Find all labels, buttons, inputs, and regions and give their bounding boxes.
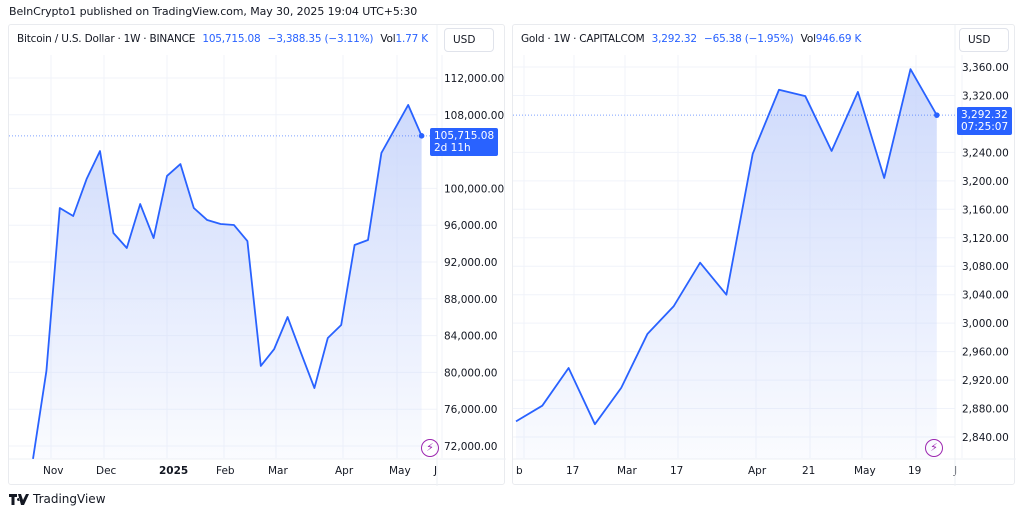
currency-button[interactable]: USD (959, 28, 1009, 52)
last-price: 3,292.32 (651, 33, 697, 45)
countdown: 2d 11h (434, 142, 471, 154)
y-tick-label: 92,000.00 (444, 257, 497, 269)
exchange: CAPITALCOM (579, 33, 645, 45)
x-tick-label: Mar (268, 465, 288, 477)
y-tick-label: 2,880.00 (962, 404, 1009, 416)
y-tick-label: 3,040.00 (962, 290, 1009, 302)
x-tick-label: May (389, 465, 411, 477)
last-price: 105,715.08 (202, 33, 261, 45)
volume-label: Vol (800, 33, 816, 45)
last-price-dot (418, 133, 425, 139)
gold-chart-panel[interactable]: 3,360.00 3,320.00 3,240.00 3,200.00 3,160.00… (512, 24, 1016, 486)
y-tick-label: 76,000.00 (444, 404, 497, 416)
bitcoin-chart-panel[interactable]: 112,000.00 108,000.00 100,000.00 96,000.00 9… (8, 24, 506, 486)
tradingview-logo[interactable]: TradingView (9, 492, 106, 506)
x-tick-label: Dec (96, 465, 117, 477)
y-tick-label: 96,000.00 (444, 220, 497, 232)
x-tick-label: Nov (43, 465, 64, 477)
bitcoin-chart-plot[interactable]: 112,000.00 108,000.00 100,000.00 96,000.00 9… (9, 25, 506, 486)
y-tick-label: 3,160.00 (962, 204, 1009, 216)
tradingview-logo-icon (9, 493, 29, 505)
y-tick-label: 3,080.00 (962, 261, 1009, 273)
lightning-event-icon[interactable]: ⚡ (925, 439, 943, 457)
x-tick-label: 21 (802, 465, 815, 477)
y-tick-label: 2,920.00 (962, 375, 1009, 387)
y-tick-label: 3,120.00 (962, 233, 1009, 245)
price-line[interactable] (515, 68, 938, 426)
x-tick-label: Apr (748, 465, 767, 477)
y-tick-label: 100,000.00 (444, 183, 504, 195)
x-tick-label: Feb (216, 465, 235, 477)
last-price-tag: 3,292.32 07:25:07 (957, 107, 1013, 135)
y-tick-label: 3,240.00 (962, 147, 1009, 159)
y-tick-label: 84,000.00 (444, 331, 497, 343)
area-fill (33, 104, 422, 460)
x-tick-label: 2025 (159, 465, 188, 477)
y-tick-label: 112,000.00 (444, 73, 504, 85)
gold-chart-plot[interactable]: 3,360.00 3,320.00 3,240.00 3,200.00 3,160.00… (513, 25, 1016, 486)
last-price-tag-value: 3,292.32 (961, 109, 1008, 121)
x-tick-label: J (433, 465, 437, 477)
currency-button[interactable]: USD (444, 28, 494, 52)
y-tick-label: 2,960.00 (962, 347, 1009, 359)
exchange: BINANCE (149, 33, 196, 45)
area-fill (516, 69, 937, 459)
x-tick-label: 17 (566, 465, 579, 477)
y-tick-label: 3,200.00 (962, 176, 1009, 188)
y-tick-label: 72,000.00 (444, 441, 497, 453)
tradingview-brand: TradingView (33, 492, 106, 506)
last-price-dot (934, 112, 940, 118)
x-tick-label: Apr (335, 465, 354, 477)
x-tick-label: b (516, 465, 523, 477)
published-info: BeInCrypto1 published on TradingView.com… (9, 5, 418, 18)
interval[interactable]: 1W (553, 33, 571, 45)
interval[interactable]: 1W (123, 33, 141, 45)
volume-value: 946.69 K (815, 33, 862, 45)
x-tick-label: 19 (908, 465, 921, 477)
price-change: −3,388.35 (−3.11%) (267, 33, 374, 45)
y-tick-label: 3,000.00 (962, 318, 1009, 330)
countdown: 07:25:07 (961, 121, 1009, 133)
price-line[interactable] (32, 104, 423, 460)
last-price-tag: 105,715.08 2d 11h (430, 128, 499, 156)
price-change: −65.38 (−1.95%) (703, 33, 794, 45)
y-tick-label: 80,000.00 (444, 367, 497, 379)
bitcoin-legend: Bitcoin / U.S. Dollar · 1W · BINANCE 105,715… (17, 33, 428, 45)
volume-value: 1.77 K (395, 33, 429, 45)
y-tick-label: 2,840.00 (962, 432, 1009, 444)
x-tick-label: Mar (617, 465, 637, 477)
y-tick-label: 3,320.00 (962, 90, 1009, 102)
x-tick-label: 17 (670, 465, 683, 477)
volume-label: Vol (380, 33, 396, 45)
last-price-tag-value: 105,715.08 (434, 130, 495, 142)
x-tick-label: May (854, 465, 876, 477)
symbol-name[interactable]: Gold (521, 33, 545, 45)
lightning-event-icon[interactable]: ⚡ (421, 439, 439, 457)
gold-legend: Gold · 1W · CAPITALCOM 3,292.32 −65.38 (−1.9… (521, 33, 862, 45)
y-tick-label: 108,000.00 (444, 110, 504, 122)
y-tick-label: 88,000.00 (444, 294, 497, 306)
symbol-name[interactable]: Bitcoin / U.S. Dollar (17, 33, 115, 45)
y-tick-label: 3,360.00 (962, 62, 1009, 74)
